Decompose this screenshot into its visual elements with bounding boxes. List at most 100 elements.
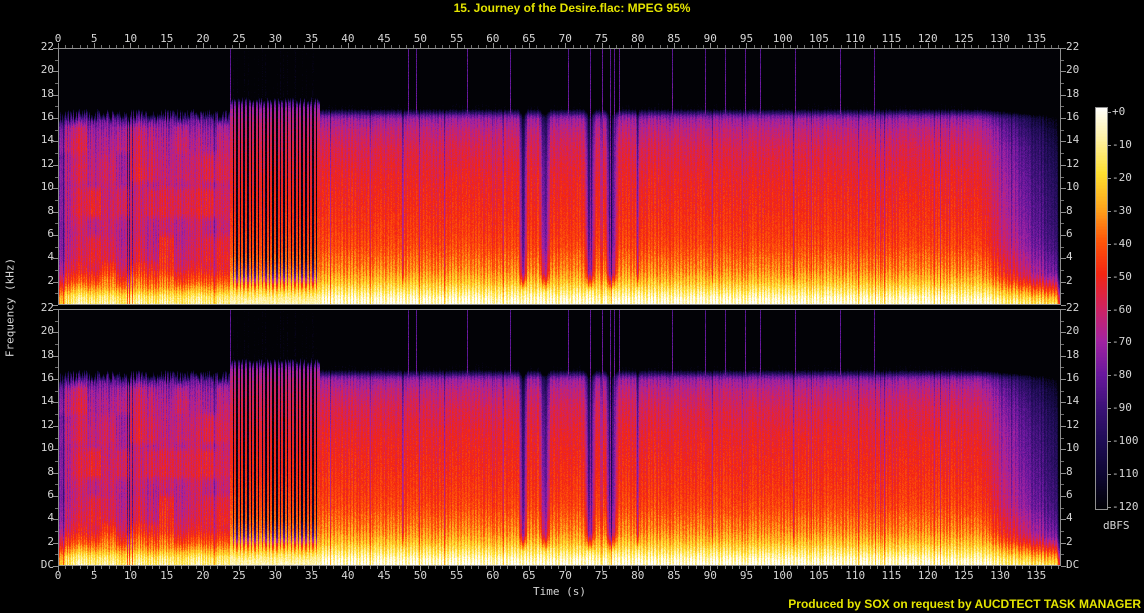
freq-major-tick-right	[1061, 211, 1066, 213]
time-minor-tick-bottom	[536, 566, 538, 569]
freq-major-tick-right	[1061, 425, 1066, 427]
freq-tick-label-left: 16	[40, 110, 54, 124]
freq-major-tick-right	[1061, 402, 1066, 404]
freq-tick-label-left: 22	[40, 40, 54, 53]
colorbar-tick-label: +0	[1112, 105, 1126, 118]
time-tick-label-bottom: 40	[341, 569, 355, 582]
freq-tick-label-left: 10	[40, 441, 54, 455]
time-minor-tick-top	[210, 45, 212, 48]
colorbar-tick	[1108, 112, 1111, 113]
time-minor-tick-top	[543, 45, 545, 48]
time-minor-tick-top	[253, 45, 255, 48]
freq-minor-tick-left	[55, 293, 58, 295]
time-major-tick-top	[529, 43, 531, 48]
time-minor-tick-bottom	[101, 566, 103, 569]
freq-tick-label-left: 6	[47, 226, 54, 240]
time-minor-tick-bottom	[731, 566, 733, 569]
freq-major-tick-right	[1061, 519, 1066, 521]
time-minor-tick-bottom	[978, 566, 980, 569]
freq-major-tick-left	[53, 425, 58, 427]
time-major-tick-bottom	[637, 566, 639, 571]
time-tick-label-top: 70	[558, 32, 572, 45]
time-minor-tick-top	[572, 45, 574, 48]
freq-tick-label-right: 8	[1066, 203, 1073, 217]
freq-tick-label-right: 10	[1066, 180, 1080, 194]
credit-text: Produced by SOX on request by AUCDTECT T…	[788, 597, 1141, 611]
time-tick-label-top: 90	[703, 32, 717, 45]
time-minor-tick-bottom	[956, 566, 958, 569]
time-minor-tick-top	[1007, 45, 1009, 48]
time-tick-label-bottom: 80	[631, 569, 645, 582]
time-minor-tick-top	[152, 45, 154, 48]
time-minor-tick-bottom	[355, 566, 357, 569]
spectrogram-channel-1	[58, 48, 1061, 305]
time-major-tick-bottom	[855, 566, 857, 571]
freq-major-tick-right	[1061, 379, 1066, 381]
time-major-tick-top	[963, 43, 965, 48]
time-minor-tick-bottom	[333, 566, 335, 569]
colorbar-unit-label: dBFS	[1103, 519, 1130, 532]
time-tick-label-bottom: 110	[845, 569, 866, 582]
time-minor-tick-bottom	[159, 566, 161, 569]
colorbar-tick-label: -40	[1112, 236, 1132, 250]
freq-minor-tick-left	[55, 199, 58, 201]
time-tick-label-top: 130	[990, 32, 1011, 45]
time-minor-tick-top	[101, 45, 103, 48]
time-minor-tick-bottom	[645, 566, 647, 569]
freq-major-tick-right	[1061, 472, 1066, 474]
freq-major-tick-left	[53, 281, 58, 283]
freq-minor-tick-right	[1061, 507, 1064, 509]
time-minor-tick-top	[304, 45, 306, 48]
time-minor-tick-bottom	[253, 566, 255, 569]
time-tick-label-bottom: 25	[232, 569, 246, 582]
time-minor-tick-top	[717, 45, 719, 48]
freq-major-tick-right	[1061, 71, 1066, 73]
time-minor-tick-bottom	[326, 566, 328, 569]
time-minor-tick-bottom	[369, 566, 371, 569]
time-minor-tick-bottom	[471, 566, 473, 569]
time-minor-tick-bottom	[920, 566, 922, 569]
colorbar-tick	[1108, 144, 1111, 146]
time-tick-label-top: 5	[90, 32, 98, 45]
time-tick-label-bottom: 130	[990, 569, 1011, 582]
time-minor-tick-top	[79, 45, 81, 48]
freq-tick-label-right: 22	[1066, 301, 1080, 314]
time-minor-tick-bottom	[840, 566, 842, 569]
time-tick-label-bottom: 120	[917, 569, 938, 582]
time-minor-tick-bottom	[630, 566, 632, 569]
time-minor-tick-bottom	[1058, 566, 1060, 569]
time-minor-tick-top	[108, 45, 110, 48]
time-minor-tick-top	[992, 45, 994, 48]
time-minor-tick-top	[826, 45, 828, 48]
time-major-tick-top	[855, 43, 857, 48]
time-minor-tick-bottom	[246, 566, 248, 569]
time-tick-label-top: 110	[845, 32, 866, 45]
freq-minor-tick-right	[1061, 106, 1064, 108]
time-tick-label-bottom: 100	[772, 569, 793, 582]
time-minor-tick-top	[318, 45, 320, 48]
freq-tick-label-right: 14	[1066, 394, 1080, 408]
time-minor-tick-bottom	[1029, 566, 1031, 569]
time-major-tick-bottom	[166, 566, 168, 571]
freq-minor-tick-right	[1061, 367, 1064, 369]
time-tick-label-top: 35	[305, 32, 319, 45]
freq-tick-label-left: 20	[40, 63, 54, 77]
time-major-tick-bottom	[130, 566, 132, 571]
time-minor-tick-top	[666, 45, 668, 48]
freq-major-tick-right	[1061, 141, 1066, 143]
freq-minor-tick-right	[1061, 437, 1064, 439]
freq-major-tick-left	[53, 566, 58, 567]
colorbar-tick-label: -30	[1112, 203, 1132, 217]
time-minor-tick-bottom	[543, 566, 545, 569]
freq-tick-label-right: 16	[1066, 371, 1080, 385]
time-minor-tick-top	[442, 45, 444, 48]
colorbar-tick	[1108, 177, 1111, 179]
time-minor-tick-bottom	[623, 566, 625, 569]
freq-minor-tick-right	[1061, 246, 1064, 248]
time-minor-tick-top	[594, 45, 596, 48]
freq-major-tick-left	[53, 449, 58, 451]
freq-minor-tick-right	[1061, 484, 1064, 486]
time-minor-tick-bottom	[579, 566, 581, 569]
time-minor-tick-bottom	[659, 566, 661, 569]
